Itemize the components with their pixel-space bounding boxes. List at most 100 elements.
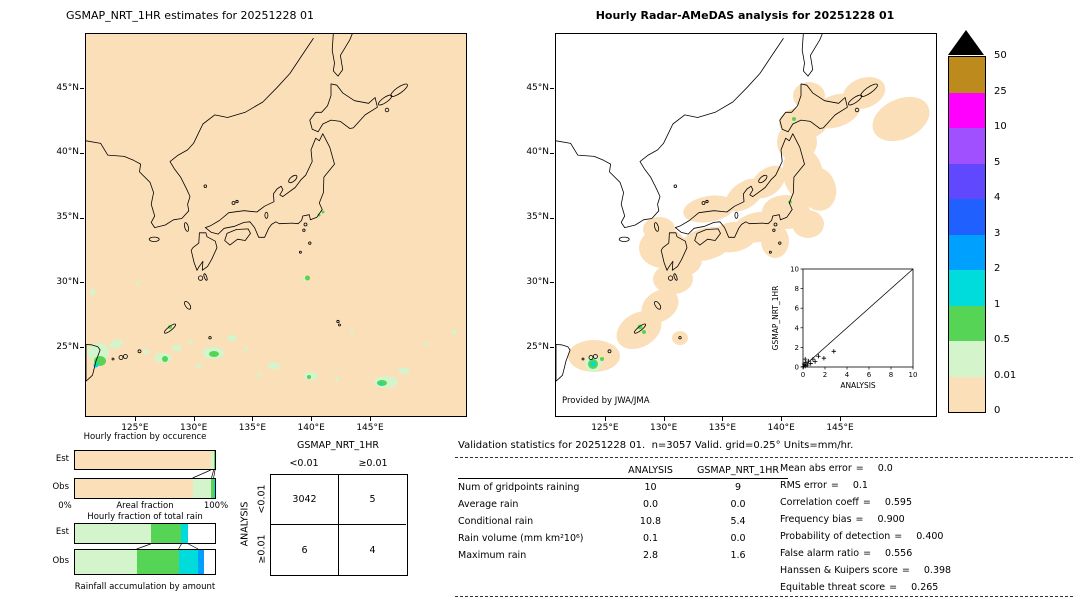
lon-label: 140°E (297, 423, 325, 433)
row-label: Average rain (458, 499, 519, 510)
row-value-gsmap: 0.0 (730, 533, 746, 544)
colorbar-segment (949, 305, 985, 341)
bar-segment (136, 550, 179, 574)
col-header-gsmap: GSMAP_NRT_1HR (697, 464, 779, 476)
bar-segment (150, 524, 182, 543)
occurrence-chart-title: Hourly fraction by occurence (83, 432, 207, 442)
equals-sign: = (830, 480, 839, 491)
score-row: Mean abs error = 0.0 (780, 460, 1078, 477)
stacked-bar-obs (74, 478, 216, 499)
score-label: Correlation coeff (780, 497, 859, 508)
equals-sign: = (889, 582, 898, 593)
stacked-bar-obs (74, 549, 216, 575)
contingency-table: GSMAP_NRT_1HR <0.01 ≥0.01 ANALYSIS <0.01… (235, 440, 425, 590)
svg-text:ANALYSIS: ANALYSIS (840, 381, 876, 390)
score-label: Frequency bias (780, 514, 852, 525)
x-axis-label: Areal fraction (116, 501, 174, 511)
colorbar-segment (949, 92, 985, 128)
col-header-analysis: ANALYSIS (628, 464, 673, 476)
bar-segment (213, 451, 215, 469)
colorbar-segment (949, 163, 985, 199)
map-credit: Provided by JWA/JMA (562, 396, 650, 406)
bar-segment (75, 550, 137, 574)
bar-segment (75, 451, 211, 469)
contingency-col-header-1: <0.01 (289, 458, 319, 469)
colorbar-segment (949, 341, 985, 377)
score-row: Equitable threat score = 0.265 (780, 579, 1078, 596)
score-label: False alarm ratio (780, 548, 860, 559)
bar-segment (210, 451, 214, 469)
colorbar-tick-label: 0.01 (994, 369, 1017, 381)
lon-label: 135°E (708, 423, 737, 433)
stats-table-header: ANALYSIS GSMAP_NRT_1HR (458, 462, 788, 479)
left-map-title: GSMAP_NRT_1HR estimates for 20251228 01 (65, 9, 315, 22)
colorbar-segment (949, 234, 985, 270)
score-row: Probability of detection = 0.400 (780, 528, 1078, 545)
contingency-cell-10: 6 (271, 525, 339, 575)
lat-tick (80, 217, 84, 219)
lon-tick (663, 417, 665, 421)
lon-tick (370, 417, 371, 421)
lon-tick (722, 417, 724, 421)
contingency-cell-11: 4 (369, 544, 376, 556)
lon-label: 145°E (356, 423, 384, 433)
lon-label: 145°E (826, 423, 854, 433)
score-row: Correlation coeff = 0.595 (780, 494, 1078, 511)
lon-label: 135°E (238, 423, 267, 433)
bar-row-label: Obs (52, 555, 69, 566)
divider-dashed-bottom (455, 596, 1073, 597)
row-value-analysis: 0.0 (642, 499, 659, 510)
score-row: RMS error = 0.1 (780, 477, 1078, 494)
colorbar-tick-label: 10 (994, 121, 1007, 132)
bar-segment (178, 550, 199, 574)
row-value-analysis: 2.8 (642, 550, 659, 561)
bar-row-label: Est (55, 527, 69, 537)
inset-scatter-plot: 0 2 4 6 8 10 0 2 4 6 8 10 ANALYSIS GSMAP_NRT_1HR (771, 266, 917, 391)
score-label: Equitable threat score (780, 582, 886, 593)
lon-label: 125°E (121, 423, 149, 433)
lat-tick (550, 282, 554, 284)
svg-text:4: 4 (845, 371, 850, 379)
left-map (85, 33, 467, 417)
equals-sign: = (901, 565, 910, 576)
lon-label: 130°E (180, 423, 208, 433)
contingency-row-header-2: ≥0.01 (256, 534, 268, 564)
colorbar-tick-label: 0.5 (994, 334, 1010, 345)
lat-label: 35°N (56, 212, 79, 222)
scores-list: Mean abs error = 0.0 RMS error = 0.1 Correla… (780, 460, 1078, 596)
right-map-graphic (556, 34, 930, 382)
lat-label: 35°N (526, 212, 549, 222)
lat-label: 30°N (56, 276, 79, 287)
row-value-gsmap: 0.0 (730, 499, 746, 510)
colorbar: 50 25 10 5 4 3 2 1 0.5 0.01 0 (948, 28, 1078, 428)
row-value-analysis: 10 (644, 482, 657, 493)
table-row: Conditional rain 10.8 5.4 (458, 513, 788, 530)
lat-label: 30°N (526, 276, 549, 287)
inset-scatter-panel: 0 2 4 6 8 10 0 2 4 6 8 10 ANALYSIS GSMAP_NRT_1HR (769, 261, 921, 393)
bar-row-label: Obs (52, 482, 69, 492)
stats-title: Validation statistics for 20251228 01. n… (458, 440, 854, 451)
score-label: Probability of detection (780, 531, 891, 542)
row-value-gsmap: 5.4 (730, 516, 746, 527)
svg-text:0: 0 (801, 371, 805, 379)
colorbar-segment (949, 57, 985, 93)
radar-rain-heavy (590, 361, 596, 367)
score-row: Hanssen & Kuipers score = 0.398 (780, 562, 1078, 579)
score-value: 0.595 (884, 497, 913, 508)
score-row: Frequency bias = 0.900 (780, 511, 1078, 528)
equals-sign: = (855, 514, 864, 525)
svg-text:10: 10 (790, 266, 799, 274)
colorbar-segments (948, 56, 986, 413)
radar-coverage-blobs (568, 77, 930, 372)
equals-sign: = (855, 463, 864, 474)
colorbar-tick-label: 1 (994, 298, 1001, 310)
svg-text:4: 4 (795, 324, 800, 332)
bar-segment (213, 479, 215, 498)
colorbar-tick-label: 50 (994, 50, 1007, 61)
lat-tick (550, 347, 554, 348)
svg-text:6: 6 (867, 371, 872, 379)
lat-tick (550, 88, 554, 89)
lat-label: 40°N (526, 147, 549, 158)
lat-label: 45°N (526, 82, 549, 93)
